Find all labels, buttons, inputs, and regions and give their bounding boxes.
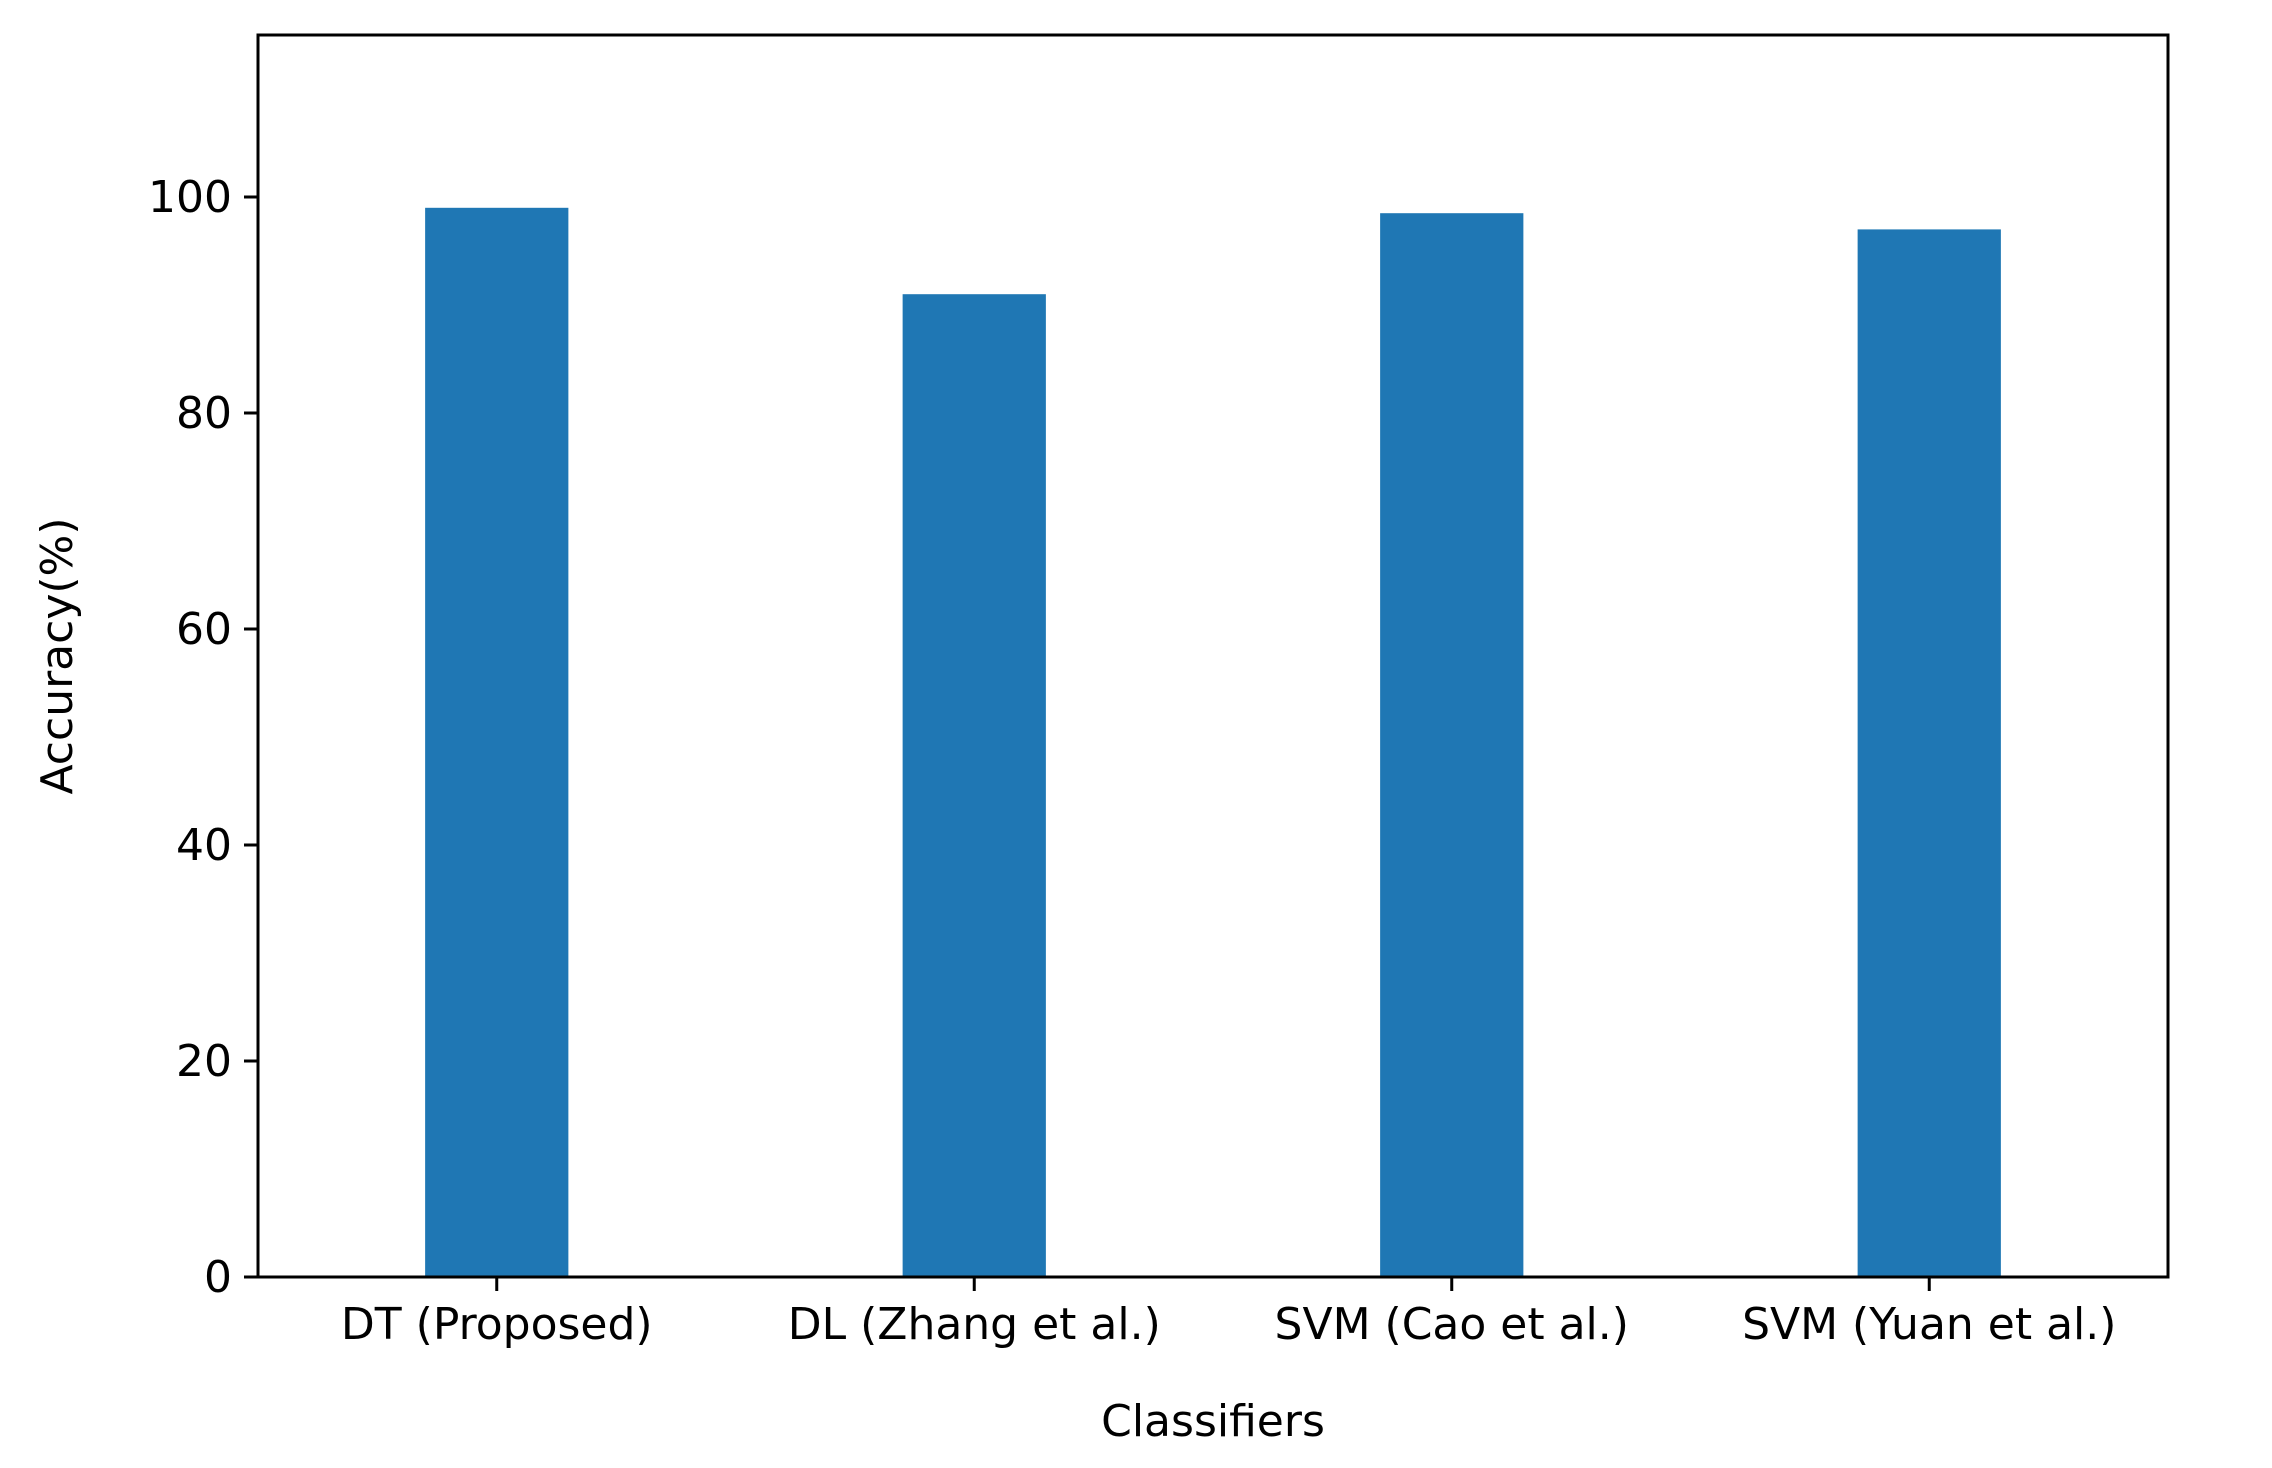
plot-frame xyxy=(256,33,2170,1279)
x-tick-label-3: SVM (Yuan et al.) xyxy=(1742,1299,2116,1350)
x-axis-title: Classifiers xyxy=(1101,1396,1325,1447)
axes-layer: 0 20 40 60 80 100 DT (Proposed) DL (Zhang et al… xyxy=(148,33,2170,1350)
y-axis-title: Accuracy(%) xyxy=(32,517,83,794)
y-tick-label-0: 0 xyxy=(204,1252,232,1303)
y-tick-label-5: 100 xyxy=(148,172,232,223)
y-tick-label-3: 60 xyxy=(176,604,232,655)
bar-1 xyxy=(902,294,1046,1277)
x-tick-label-1: DL (Zhang et al.) xyxy=(788,1299,1161,1350)
x-tick-label-2: SVM (Cao et al.) xyxy=(1275,1299,1629,1350)
y-tick-label-2: 40 xyxy=(176,820,232,871)
bar-0 xyxy=(425,207,569,1277)
y-tick-label-4: 80 xyxy=(176,388,232,439)
y-tick-label-1: 20 xyxy=(176,1036,232,1087)
bar-3 xyxy=(1857,229,2001,1277)
bars-layer xyxy=(425,207,2001,1278)
bar-2 xyxy=(1380,213,1524,1278)
x-tick-label-0: DT (Proposed) xyxy=(341,1299,653,1350)
